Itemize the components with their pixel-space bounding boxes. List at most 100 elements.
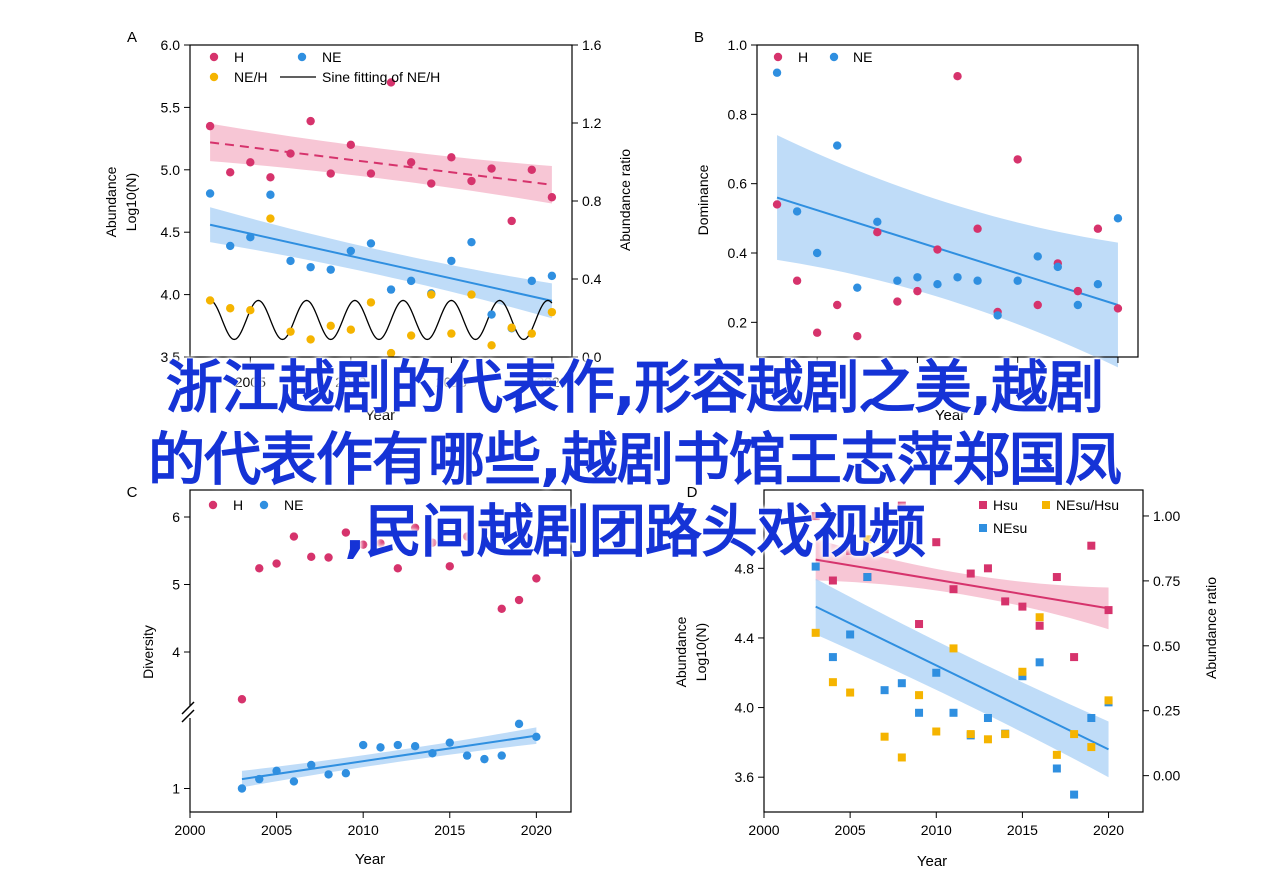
panel-d-point-nesu-hsu <box>897 753 906 762</box>
panel-d-point-nesu-hsu <box>1001 730 1010 739</box>
panel-c-xtick-label: 2020 <box>521 822 552 838</box>
panel-d-point-nesu-hsu <box>846 688 855 697</box>
panel-b-point-ne <box>792 207 802 216</box>
panel-a-legend-ne-marker <box>297 52 307 62</box>
panel-c-point-ne <box>393 740 403 750</box>
panel-d-point-nesu-hsu <box>811 628 820 637</box>
panel-a-legend-h-marker <box>209 52 219 62</box>
panel-d-point-nesu-hsu <box>1035 613 1044 622</box>
panel-a-h-trendline <box>209 141 553 186</box>
panel-c-ytick-label: 5 <box>172 577 180 593</box>
panel-a-xtick-label: 2005 <box>235 374 266 390</box>
panel-d-point-nesu-hsu <box>828 678 837 687</box>
panel-a-point-ne <box>467 237 476 247</box>
panel-b-point-ne <box>873 217 882 226</box>
panel-a-y2tick-label: 0.0 <box>582 349 602 365</box>
panel-d-point-hsu <box>846 546 855 555</box>
panel-c-point-ne <box>497 751 506 760</box>
panel-d-y2tick-label: 0.00 <box>1153 768 1180 784</box>
panel-a-point-ne-h <box>427 290 436 299</box>
panel-d-point-hsu <box>897 501 906 510</box>
panel-d-point-nesu <box>863 573 872 582</box>
panel-b-ytick-label: 0.6 <box>728 176 748 192</box>
panel-b-y-axis-label: Dominance <box>695 164 711 235</box>
panel-d-xtick-label: 2000 <box>748 822 779 838</box>
panel-c-point-h <box>497 604 506 613</box>
panel-d-y2tick-label: 0.50 <box>1153 638 1180 654</box>
panel-b-point-h <box>973 224 982 233</box>
panel-a-point-ne-h <box>487 341 496 350</box>
panel-a-legend-h: H <box>234 49 244 65</box>
panel-d-legend-nesu-marker <box>979 524 987 532</box>
panel-b-point-h <box>812 328 822 337</box>
panel-c-xtick-label: 2010 <box>348 822 379 838</box>
panel-a-point-h <box>547 193 557 202</box>
panel-d-point-hsu <box>966 569 975 578</box>
panel-c-point-h <box>532 574 541 583</box>
panel-d-ytick-label: 4.4 <box>735 630 755 646</box>
panel-c-point-ne <box>272 766 281 776</box>
panel-a-point-ne-h <box>226 304 235 313</box>
panel-d-point-nesu <box>1052 764 1061 773</box>
panel-a-ytick-label: 5.0 <box>161 162 181 178</box>
panel-d-point-nesu <box>932 668 941 677</box>
panel-a-point-ne <box>406 276 416 286</box>
panel-d-point-nesu <box>1087 714 1096 723</box>
panel-b-point-ne <box>933 280 942 289</box>
panel-a-point-h <box>205 121 215 131</box>
panel-c-point-h <box>410 523 420 532</box>
panel-a-point-ne-h <box>246 306 255 315</box>
panel-c-point-h <box>307 552 316 562</box>
panel-a-y2tick-label: 1.6 <box>582 37 602 53</box>
panel-b-ne-trendline <box>776 196 1119 306</box>
panel-d-nesu-trendline <box>815 605 1109 751</box>
panel-c-point-h <box>428 538 437 547</box>
panel-c-point-h <box>445 562 454 571</box>
panel-a-point-ne-h <box>547 307 557 317</box>
panel-c-point-ne <box>341 769 351 778</box>
panel-c-point-h <box>358 540 368 549</box>
panel-b-frame <box>756 44 1139 358</box>
panel-a-point-h <box>447 153 456 162</box>
panel-c-point-ne <box>358 740 368 750</box>
panel-c-point-h <box>341 528 351 537</box>
panel-c-point-h <box>289 532 299 541</box>
panel-d-point-nesu-hsu <box>1018 667 1027 676</box>
panel-d-point-nesu <box>1070 790 1079 799</box>
panel-d-y2tick-label: 1.00 <box>1153 508 1180 524</box>
panel-c-axis-break-mark <box>181 709 195 723</box>
panel-c-ytick-label: 4 <box>172 644 180 660</box>
panel-d-point-hsu <box>932 538 941 547</box>
panel-a-ytick-label: 6.0 <box>161 37 181 53</box>
panel-b-point-h <box>953 72 962 81</box>
panel-c-point-ne <box>514 719 524 729</box>
panel-a-point-ne <box>205 189 215 198</box>
panel-d-point-nesu-hsu <box>983 735 992 744</box>
panel-c-legend-ne-marker <box>259 500 269 510</box>
panel-a-ytick-label: 5.5 <box>161 99 181 115</box>
panel-d-legend-hsu-marker <box>979 501 987 509</box>
panel-d-point-nesu-hsu <box>966 730 975 739</box>
panel-a-point-ne-h <box>467 290 476 299</box>
panel-a-point-h <box>306 116 315 126</box>
panel-a-xtick-label: 2020 <box>536 374 567 390</box>
panel-d-point-nesu-hsu <box>932 727 941 736</box>
panel-d-point-nesu <box>949 708 958 717</box>
panel-a-point-ne-h <box>447 329 456 338</box>
panel-a-y-axis-label-2: Log10(N) <box>123 173 139 231</box>
panel-b-point-h <box>1113 304 1123 313</box>
panel-d-ytick-label: 4.8 <box>735 560 755 576</box>
panel-d-y-axis-label-2: Log10(N) <box>693 623 709 681</box>
panel-d-point-nesu-hsu <box>880 732 889 741</box>
panel-a-point-h <box>487 164 496 173</box>
overlay-title-line-3: ,民间越剧团路头戏视频 <box>344 499 926 565</box>
panel-b-point-h <box>1013 155 1022 164</box>
panel-a-point-h <box>467 176 476 186</box>
panel-d-point-nesu-hsu <box>915 691 924 700</box>
panel-c-point-ne <box>255 774 264 784</box>
panel-b-ytick-label: 1.0 <box>728 37 748 53</box>
panel-b-point-ne <box>812 248 822 258</box>
panel-a-legend-neh: NE/H <box>234 69 267 85</box>
panel-a-point-h <box>326 169 335 178</box>
panel-d-ytick-label: 3.6 <box>735 769 755 785</box>
